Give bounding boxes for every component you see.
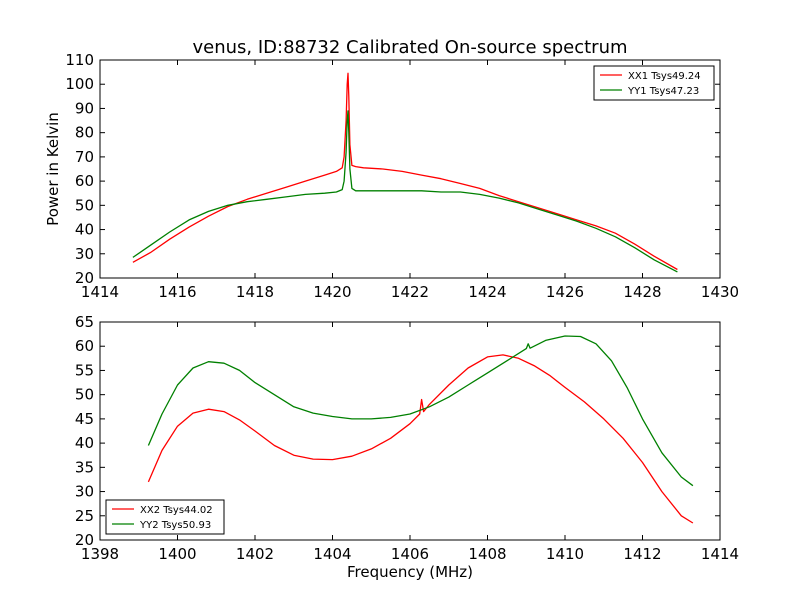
x-tick-label: 1418 <box>236 283 274 301</box>
x-tick-label: 1410 <box>546 545 584 563</box>
y-tick-label: 50 <box>75 386 94 404</box>
y-tick-label: 65 <box>75 313 94 331</box>
series-line-2 <box>132 110 678 273</box>
x-tick-label: 1402 <box>236 545 274 563</box>
y-tick-label: 40 <box>75 221 94 239</box>
x-tick-label: 1420 <box>313 283 351 301</box>
x-tick-label: 1422 <box>391 283 429 301</box>
y-tick-label: 55 <box>75 361 94 379</box>
x-tick-label: 1414 <box>81 283 119 301</box>
legend-label: YY1 Tsys47.23 <box>627 86 699 97</box>
series-line-1 <box>132 72 678 271</box>
x-tick-label: 1404 <box>313 545 351 563</box>
y-tick-label: 45 <box>75 410 94 428</box>
y-tick-label: 20 <box>75 269 94 287</box>
x-tick-label: 1426 <box>546 283 584 301</box>
y-tick-label: 50 <box>75 196 94 214</box>
x-tick-label: 1400 <box>158 545 196 563</box>
y-axis-label: Power in Kelvin <box>44 112 62 226</box>
x-tick-label: 1408 <box>468 545 506 563</box>
legend: XX1 Tsys49.24 YY1 Tsys47.23 <box>593 65 715 101</box>
x-tick-label: 1416 <box>158 283 196 301</box>
x-tick-label: 1428 <box>623 283 661 301</box>
x-tick-label: 1412 <box>623 545 661 563</box>
legend-box <box>593 65 715 101</box>
y-tick-label: 30 <box>75 245 94 263</box>
y-tick-label: 70 <box>75 148 94 166</box>
y-tick-label: 20 <box>75 531 94 549</box>
x-tick-label: 1430 <box>701 283 739 301</box>
y-tick-label: 35 <box>75 458 94 476</box>
y-tick-label: 40 <box>75 434 94 452</box>
y-tick-label: 60 <box>75 172 94 190</box>
y-tick-label: 60 <box>75 337 94 355</box>
plot-panels: 1414 1416 1418 1420 1422 1424 1426 1428 1430 20 30… <box>44 51 739 563</box>
series-line-1 <box>147 354 694 524</box>
x-tick-label: 1406 <box>391 545 429 563</box>
legend-box <box>105 499 225 535</box>
legend: XX2 Tsys44.02 YY2 Tsys50.93 <box>105 499 225 535</box>
series-line-2 <box>147 335 694 487</box>
y-tick-label: 25 <box>75 507 94 525</box>
x-tick-label: 1424 <box>468 283 506 301</box>
x-tick-label: 1398 <box>81 545 119 563</box>
legend-label: XX2 Tsys44.02 <box>140 505 213 516</box>
x-tick-label: 1414 <box>701 545 739 563</box>
x-axis-label: Frequency (MHz) <box>347 563 473 581</box>
y-tick-label: 80 <box>75 124 94 142</box>
y-tick-label: 100 <box>65 75 94 93</box>
legend-label: YY2 Tsys50.93 <box>139 520 211 531</box>
y-tick-label: 90 <box>75 99 94 117</box>
legend-label: XX1 Tsys49.24 <box>628 71 701 82</box>
panel-2: 1398 1400 1402 1404 1406 1408 1410 1412 1414 20 25… <box>75 313 739 563</box>
panel-1: 1414 1416 1418 1420 1422 1424 1426 1428 1430 20 30… <box>44 51 739 301</box>
y-tick-label: 30 <box>75 483 94 501</box>
y-tick-label: 110 <box>65 51 94 69</box>
chart-title: venus, ID:88732 Calibrated On-source spe… <box>192 37 627 58</box>
